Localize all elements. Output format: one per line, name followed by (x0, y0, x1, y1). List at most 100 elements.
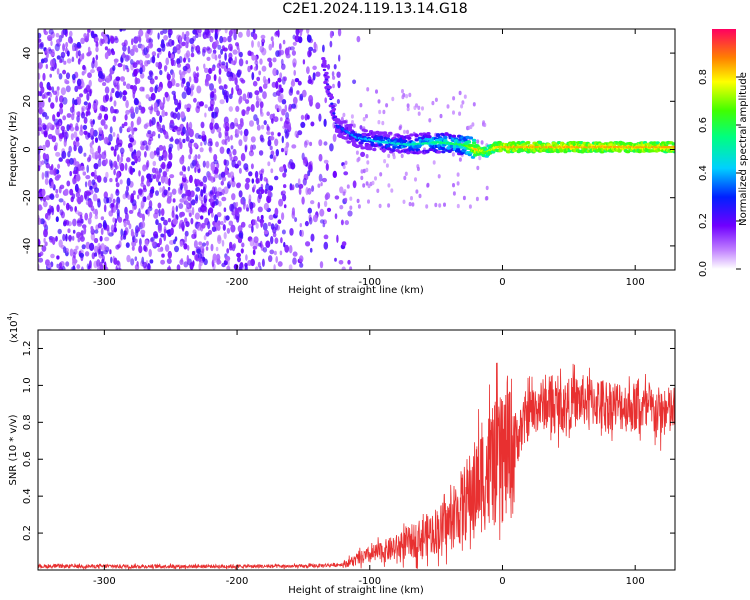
heatmap-cell (268, 43, 273, 51)
heatmap-cell (48, 86, 52, 91)
heatmap-cell (228, 52, 233, 59)
heatmap-cell (166, 42, 170, 47)
heatmap-cell (89, 185, 93, 191)
heatmap-cell (58, 157, 63, 162)
heatmap-cell (175, 83, 180, 87)
heatmap-cell (367, 183, 371, 189)
heatmap-cell (262, 222, 268, 231)
heatmap-cell (278, 84, 282, 93)
heatmap-cell (100, 74, 105, 80)
heatmap-cell (418, 193, 422, 199)
heatmap-cell (240, 130, 243, 136)
heatmap-cell (139, 86, 145, 92)
heatmap-cell (87, 179, 92, 188)
signal-cell (463, 138, 468, 142)
signal-cell (457, 140, 462, 144)
heatmap-cell (120, 228, 124, 237)
heatmap-cell (205, 160, 210, 169)
heatmap-cell (365, 167, 369, 173)
heatmap-cell (122, 193, 127, 200)
heatmap-cell (434, 97, 438, 103)
signal-cell (331, 107, 337, 111)
heatmap-cell (184, 41, 189, 49)
heatmap-cell (72, 218, 77, 227)
signal-cell (451, 134, 457, 138)
signal-cell (414, 134, 419, 138)
signal-cell (322, 59, 327, 63)
heatmap-cell (146, 29, 151, 34)
heatmap-cell (279, 250, 283, 256)
heatmap-cell (234, 77, 238, 86)
heatmap-cell (180, 81, 184, 88)
heatmap-cell (235, 105, 240, 112)
heatmap-cell (192, 36, 197, 42)
heatmap-cell (103, 113, 109, 121)
heatmap-cell (54, 142, 59, 148)
heatmap-cell (65, 233, 68, 242)
spectrogram-ylabel: Frequency (Hz) (8, 111, 19, 187)
heatmap-cell (42, 200, 48, 208)
heatmap-cell (42, 144, 46, 151)
heatmap-cell (43, 57, 48, 63)
signal-cell (424, 137, 429, 141)
heatmap-cell (230, 145, 234, 150)
heatmap-cell (181, 31, 185, 40)
heatmap-cell (226, 248, 230, 254)
heatmap-cell (432, 160, 436, 165)
heatmap-cell (452, 96, 456, 101)
heatmap-cell (275, 50, 280, 57)
heatmap-cell (86, 92, 90, 101)
heatmap-cell (144, 151, 147, 158)
heatmap-cell (218, 200, 222, 207)
heatmap-cell (177, 102, 182, 110)
signal-cell (412, 151, 417, 155)
heatmap-cell (81, 71, 85, 76)
heatmap-cell (114, 60, 117, 67)
heatmap-cell (175, 205, 178, 212)
heatmap-cell (261, 47, 267, 56)
heatmap-cell (204, 112, 207, 118)
heatmap-cell (147, 75, 153, 81)
heatmap-cell (214, 214, 219, 223)
heatmap-cell (78, 93, 84, 98)
heatmap-cell (438, 203, 442, 208)
heatmap-cell (115, 188, 119, 193)
heatmap-cell (281, 135, 284, 144)
heatmap-cell (230, 224, 236, 233)
heatmap-cell (157, 86, 163, 92)
heatmap-cell (45, 48, 50, 54)
heatmap-cell (377, 99, 381, 104)
heatmap-cell (387, 183, 391, 188)
heatmap-cell (137, 227, 141, 232)
heatmap-cell (415, 189, 419, 194)
heatmap-cell (211, 226, 217, 233)
snr-ylabel: SNR (10 * v/v) (8, 414, 19, 485)
heatmap-cell (126, 185, 129, 192)
heatmap-cell (76, 233, 80, 239)
heatmap-cell (94, 169, 97, 177)
heatmap-cell (186, 86, 192, 96)
signal-cell (358, 143, 363, 147)
heatmap-cell (405, 94, 409, 99)
heatmap-cell (452, 183, 455, 188)
heatmap-cell (217, 44, 222, 50)
heatmap-cell (187, 166, 190, 172)
heatmap-cell (148, 178, 153, 183)
heatmap-cell (284, 47, 290, 56)
heatmap-cell (71, 73, 76, 81)
heatmap-cell (182, 173, 186, 178)
heatmap-cell (91, 252, 96, 260)
heatmap-cell (45, 139, 51, 148)
heatmap-cell (233, 31, 237, 41)
heatmap-cell (41, 128, 44, 135)
heatmap-cell (410, 196, 413, 201)
heatmap-cell (259, 101, 264, 109)
heatmap-cell (280, 237, 283, 244)
heatmap-cell (62, 115, 67, 121)
heatmap-cell (116, 209, 120, 217)
heatmap-cell (188, 121, 193, 130)
heatmap-cell (476, 139, 480, 144)
heatmap-cell (199, 224, 204, 232)
